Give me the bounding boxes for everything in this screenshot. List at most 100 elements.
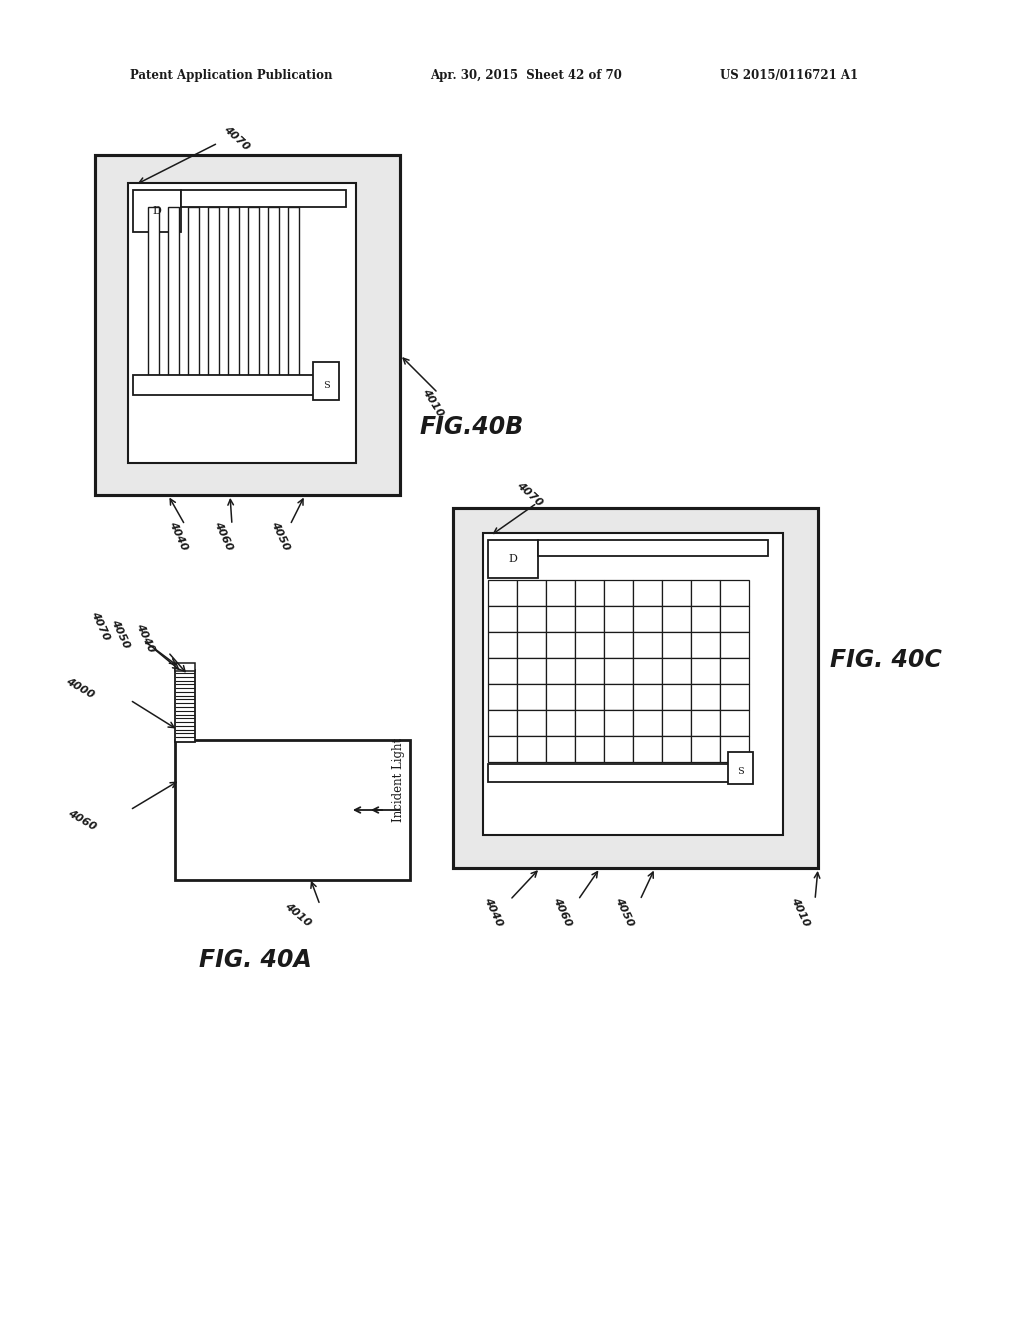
Bar [575,657,604,684]
Bar [133,190,181,232]
Text: 4010: 4010 [420,387,444,418]
Bar [546,657,575,684]
Bar [175,671,195,742]
Bar [604,737,633,762]
Bar [633,579,662,606]
Text: 4070: 4070 [515,480,545,508]
Bar [313,362,339,400]
Bar [720,657,749,684]
Text: D: D [509,554,517,564]
Text: S: S [737,767,743,776]
Bar [546,684,575,710]
Text: Incident Light: Incident Light [392,738,406,822]
Bar [575,710,604,737]
Bar [633,710,662,737]
Text: 4000: 4000 [65,676,96,700]
Text: 4060: 4060 [551,896,573,928]
Text: 4010: 4010 [283,902,313,929]
Text: 4060: 4060 [67,808,98,832]
Text: 4040: 4040 [134,622,156,655]
Bar [546,710,575,737]
Bar [517,632,546,657]
Bar [488,764,733,781]
Bar [488,579,517,606]
Bar [662,606,691,632]
Bar [720,737,749,762]
Bar [575,632,604,657]
Bar [691,710,720,737]
Bar [575,606,604,632]
Bar [488,540,538,578]
Bar [453,508,818,869]
Bar [517,737,546,762]
Bar [538,540,768,556]
Bar [662,710,691,737]
Bar [488,632,517,657]
Text: 4040: 4040 [482,896,504,928]
Bar [720,606,749,632]
Text: Apr. 30, 2015  Sheet 42 of 70: Apr. 30, 2015 Sheet 42 of 70 [430,69,622,82]
Bar [288,207,299,375]
Bar [175,663,195,671]
Bar [604,579,633,606]
Bar [604,710,633,737]
Text: 4070: 4070 [89,610,111,642]
Bar [546,606,575,632]
Bar [633,606,662,632]
Bar [691,684,720,710]
Bar [188,207,199,375]
Bar [488,606,517,632]
Bar [517,657,546,684]
Bar [517,710,546,737]
Bar [575,684,604,710]
Text: 4010: 4010 [788,896,811,928]
Bar [662,737,691,762]
Bar [662,579,691,606]
Bar [488,684,517,710]
Bar [604,684,633,710]
Bar [133,375,318,395]
Bar [488,657,517,684]
Bar [633,737,662,762]
Bar [633,657,662,684]
Bar [517,606,546,632]
Bar [720,710,749,737]
Bar [517,684,546,710]
Text: 4050: 4050 [109,618,131,651]
Bar [728,752,753,784]
Bar [662,684,691,710]
Bar [691,632,720,657]
Text: 4060: 4060 [212,520,234,552]
Bar [483,533,783,836]
Bar [95,154,400,495]
Text: 4050: 4050 [613,896,635,928]
Bar [95,154,400,495]
Bar [720,632,749,657]
Bar [604,632,633,657]
Text: FIG. 40A: FIG. 40A [199,948,311,972]
Bar [691,657,720,684]
Text: FIG.40B: FIG.40B [420,414,524,440]
Bar [128,183,356,463]
Bar [575,579,604,606]
Text: S: S [323,381,330,391]
Bar [604,657,633,684]
Bar [208,207,219,375]
Bar [488,710,517,737]
Bar [268,207,279,375]
Bar [662,657,691,684]
Bar [633,684,662,710]
Bar [546,632,575,657]
Bar [488,737,517,762]
Bar [604,606,633,632]
Text: 4070: 4070 [222,124,252,152]
Text: 4050: 4050 [269,520,291,552]
Text: 4040: 4040 [167,520,189,552]
Bar [168,207,179,375]
Text: FIG. 40C: FIG. 40C [830,648,942,672]
Bar [720,684,749,710]
Bar [662,632,691,657]
Text: Patent Application Publication: Patent Application Publication [130,69,333,82]
Bar [175,741,410,880]
Bar [546,579,575,606]
